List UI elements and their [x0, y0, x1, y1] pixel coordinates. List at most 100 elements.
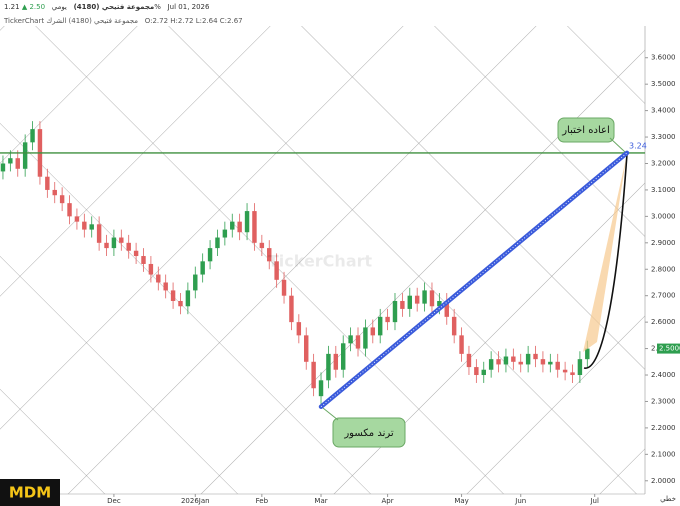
logo-box	[0, 479, 60, 506]
y-tick-label: 2.2000	[651, 424, 676, 432]
ohlc: O:2.72 H:2.72 L:2.64 C:2.67	[144, 17, 243, 25]
candle-body	[59, 195, 65, 204]
candle-body	[304, 335, 309, 362]
candle-body	[82, 221, 87, 230]
candle-body	[400, 300, 405, 309]
change: 1.21%	[4, 3, 161, 11]
price: 2.50	[29, 3, 46, 11]
candle-body	[178, 300, 183, 307]
candle-body	[444, 300, 449, 317]
candle-body	[156, 274, 161, 283]
candle-body	[540, 359, 546, 365]
candle-body	[141, 256, 146, 264]
x-tick-label: Dec	[107, 497, 121, 505]
candle-body	[237, 221, 242, 233]
candle-body	[333, 353, 339, 370]
x-tick-label: Feb	[256, 497, 269, 505]
y-tick-label: 2.8000	[651, 265, 676, 273]
candle-body	[466, 353, 472, 368]
candle-body	[474, 367, 479, 376]
legend: TickerChart مجموعة فتيحي (4180) الشرك O:…	[4, 17, 243, 25]
candle-body	[45, 176, 50, 190]
candle-body	[119, 237, 124, 243]
candle-body	[377, 316, 383, 336]
y-tick-label: 2.0000	[651, 477, 676, 485]
y-tick-label: 2.3000	[651, 397, 676, 405]
annotation: ترند مكسور	[343, 428, 394, 439]
candle-body	[104, 242, 109, 249]
last-price-label: 2.5000	[659, 345, 680, 353]
candle-body	[74, 216, 80, 222]
candle-body	[259, 242, 265, 249]
candle-body	[577, 359, 583, 376]
candle-body	[244, 211, 250, 233]
candle-body	[252, 211, 257, 243]
candle-body	[451, 316, 457, 336]
candle-body	[511, 356, 516, 362]
y-tick-label: 2.6000	[651, 318, 676, 326]
candle-body	[111, 237, 117, 249]
candle-body	[348, 335, 353, 344]
candle-body	[222, 229, 228, 238]
annotation-pointer	[322, 407, 339, 421]
candle-body	[207, 248, 213, 262]
candle-body	[200, 261, 205, 275]
candle-body	[459, 335, 464, 354]
y-tick-label: 2.1000	[651, 450, 676, 458]
candle-body	[496, 359, 501, 365]
annotation-pointer	[609, 137, 626, 153]
candle-body	[488, 359, 494, 370]
candle-body	[52, 189, 57, 196]
candle-body	[533, 353, 538, 360]
candle-body	[126, 242, 131, 251]
candle-body	[414, 295, 420, 304]
candle-body	[89, 224, 94, 230]
candle-body	[163, 282, 168, 291]
candle-body	[22, 142, 28, 169]
x-tick-label: May	[454, 497, 468, 505]
candle-body	[311, 361, 316, 389]
candle-body	[267, 248, 272, 262]
candle-body	[170, 290, 176, 301]
candle-body	[585, 348, 590, 360]
y-tick-label: 3.3000	[651, 133, 676, 141]
candle-body	[30, 129, 35, 143]
candle-body	[193, 274, 198, 291]
projection-curve	[583, 153, 628, 369]
candle-body	[370, 327, 376, 336]
candle-body	[340, 343, 346, 370]
x-tick-label: 2026Jan	[181, 497, 210, 505]
candle-body	[555, 361, 560, 370]
candle-body	[0, 163, 6, 172]
y-tick-label: 3.6000	[651, 54, 676, 62]
candle-body	[8, 158, 13, 164]
candle-body	[481, 369, 486, 376]
candle-body	[318, 380, 324, 397]
candle-body	[133, 250, 139, 257]
symbol-name: مجموعة فتيحي (4180)	[73, 3, 155, 11]
candle-body	[326, 353, 331, 381]
y-tick-label: 2.7000	[651, 292, 676, 300]
candle-body	[215, 237, 220, 249]
watermark: TickerChart	[268, 252, 373, 271]
candle-body	[385, 316, 390, 323]
last-price-box	[657, 343, 680, 354]
resistance-label: 3.24	[629, 141, 647, 150]
y-tick-label: 3.4000	[651, 107, 676, 115]
x-tick-label: Jun	[514, 497, 526, 505]
y-tick-label: 3.1000	[651, 186, 676, 194]
x-tick-label: Jul	[589, 497, 599, 505]
plot-area	[0, 121, 645, 407]
candle-body	[281, 279, 287, 296]
candle-body	[548, 361, 553, 365]
y-tick-label: 2.4000	[651, 371, 676, 379]
date: Jul 01, 2026	[167, 3, 210, 11]
legend-name: TickerChart مجموعة فتيحي (4180) الشرك	[4, 17, 139, 25]
x-tick-label: Mar	[314, 497, 327, 505]
scale-mode: خطي	[660, 495, 676, 503]
candle-body	[230, 221, 235, 230]
projection-fill	[583, 154, 627, 352]
candle-body	[67, 203, 72, 217]
